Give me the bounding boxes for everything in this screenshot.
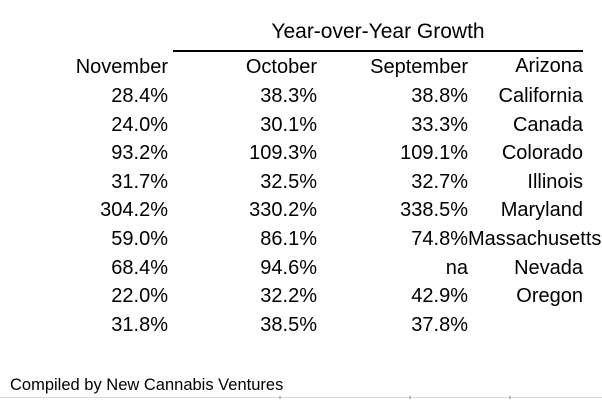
value-october: 38.3% (260, 85, 317, 107)
source-credit: Compiled by New Cannabis Ventures (10, 376, 284, 394)
column-header-september: September (370, 56, 468, 78)
header-spacer (0, 0, 168, 52)
value-november: 31.8% (111, 313, 168, 336)
value-september: na (445, 256, 468, 279)
value-october: 38.5% (260, 313, 317, 336)
value-september: 38.8% (411, 85, 468, 107)
value-october: 86.1% (260, 227, 317, 250)
value-september: 33.3% (411, 113, 468, 136)
value-november: 93.2% (111, 142, 168, 165)
bottom-gridline (0, 397, 602, 398)
row-label: Canada (512, 113, 583, 136)
value-november: 68.4% (111, 256, 168, 279)
value-october: 32.5% (260, 170, 317, 193)
value-october: 32.2% (260, 285, 317, 308)
row-label: Massachusetts (468, 227, 602, 250)
value-october: 109.3% (249, 142, 317, 165)
growth-table: Year-over-Year Growth November October S… (0, 0, 602, 336)
column-header-october: October (245, 56, 317, 78)
row-label: California (498, 85, 583, 107)
value-november: 31.7% (111, 170, 168, 193)
row-label: Colorado (501, 142, 583, 165)
value-september: 42.9% (411, 285, 468, 308)
row-label: Nevada (514, 256, 583, 279)
value-september: 37.8% (411, 313, 468, 336)
value-october: 94.6% (260, 256, 317, 279)
row-label: Illinois (527, 170, 583, 193)
row-label: Oregon (516, 285, 583, 308)
value-november: 22.0% (111, 285, 168, 308)
gridline-tick (279, 396, 281, 399)
value-november: 304.2% (100, 199, 168, 222)
value-september: 109.1% (400, 142, 468, 165)
value-september: 32.7% (411, 170, 468, 193)
table-title: Year-over-Year Growth (173, 0, 583, 52)
gridline-tick (409, 396, 411, 399)
value-september: 74.8% (411, 227, 468, 250)
value-october: 330.2% (249, 199, 317, 222)
value-november: 59.0% (111, 227, 168, 250)
gridline-tick (509, 396, 511, 399)
value-november: 24.0% (111, 113, 168, 136)
value-november: 28.4% (111, 85, 168, 107)
row-label: Arizona (515, 55, 583, 77)
value-october: 30.1% (260, 113, 317, 136)
column-header-november: November (75, 56, 168, 78)
row-label: Maryland (500, 199, 583, 222)
value-september: 338.5% (400, 199, 468, 222)
